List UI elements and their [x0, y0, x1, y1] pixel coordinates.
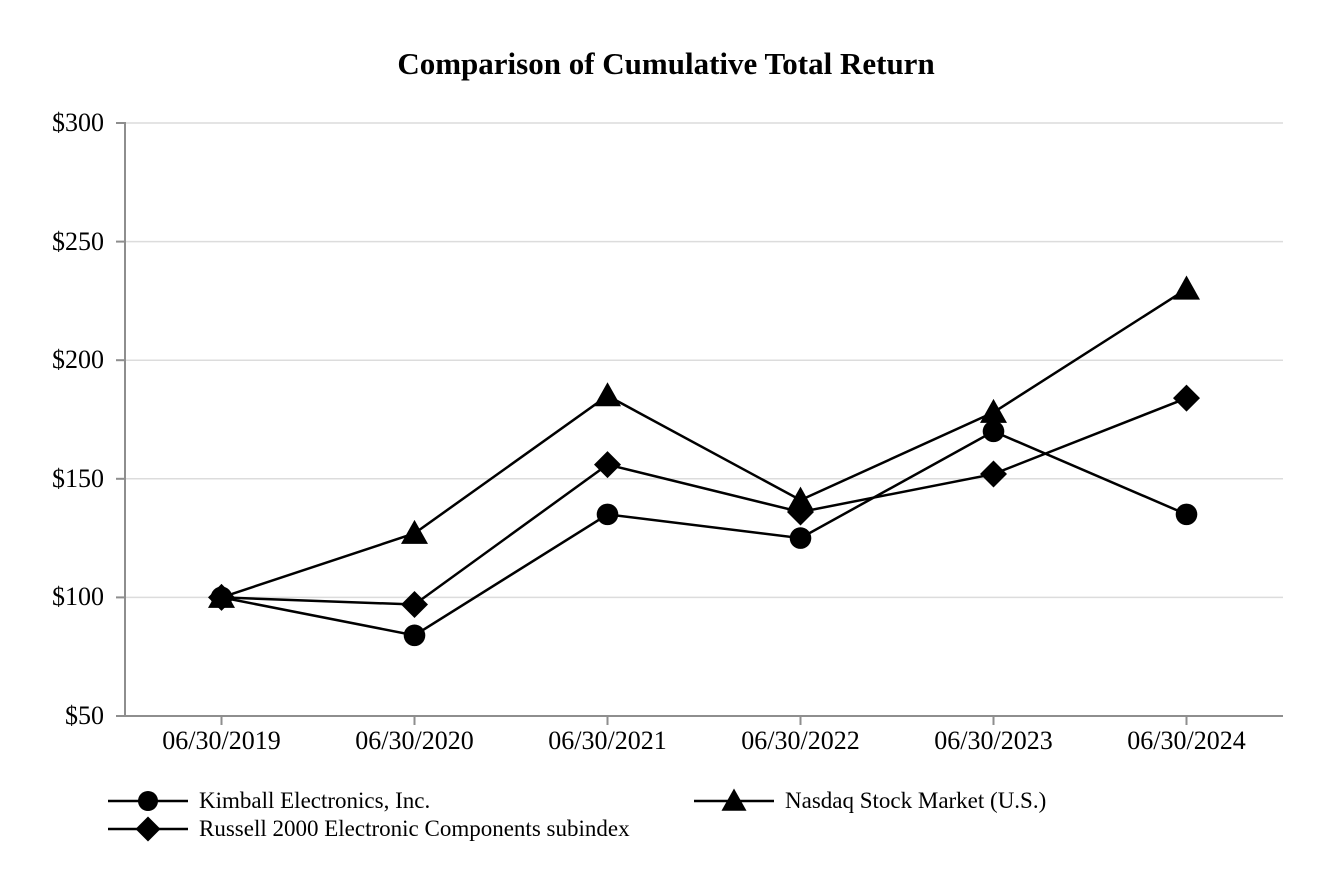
- x-tick-label: 06/30/2023: [934, 726, 1053, 755]
- y-tick-label: $200: [52, 345, 104, 375]
- triangle-marker: [594, 382, 621, 407]
- series-line-0: [221, 429, 1187, 637]
- y-tick-label: $100: [52, 582, 104, 612]
- circle-marker: [982, 420, 1005, 443]
- legend-label-russell: Russell 2000 Electronic Components subin…: [199, 816, 630, 841]
- circle-marker: [1175, 503, 1198, 526]
- circle-marker: [596, 503, 619, 526]
- legend-item-nasdaq: Nasdaq Stock Market (U.S.): [694, 787, 1046, 815]
- x-tick-label: 06/30/2020: [355, 726, 474, 755]
- circle-marker-icon: [108, 791, 188, 811]
- legend-item-russell: Russell 2000 Electronic Components subin…: [108, 815, 630, 843]
- legend-item-kimball: Kimball Electronics, Inc.: [108, 787, 430, 815]
- y-tick-label: $150: [52, 463, 104, 493]
- triangle-marker: [401, 519, 428, 544]
- circle-marker: [138, 791, 158, 811]
- diamond-marker: [1173, 384, 1200, 412]
- chart-title: Comparison of Cumulative Total Return: [397, 46, 935, 81]
- diamond-marker: [135, 816, 161, 842]
- triangle-marker: [1173, 275, 1200, 300]
- diamond-marker: [594, 451, 621, 479]
- x-tick-label: 06/30/2019: [162, 726, 281, 755]
- legend-label-kimball: Kimball Electronics, Inc.: [199, 788, 431, 813]
- diamond-marker-icon: [108, 816, 188, 842]
- y-tick-label: $250: [52, 226, 104, 256]
- legend-label-nasdaq: Nasdaq Stock Market (U.S.): [785, 788, 1047, 813]
- series-line-2: [221, 396, 1187, 606]
- x-tick-label: 06/30/2022: [741, 726, 860, 755]
- diamond-marker: [401, 591, 428, 619]
- triangle-marker: [721, 788, 747, 811]
- circle-marker: [403, 624, 426, 647]
- series-line-1: [221, 287, 1188, 599]
- x-tick-label: 06/30/2021: [548, 726, 667, 755]
- triangle-marker-icon: [694, 788, 774, 811]
- y-tick-label: $50: [65, 701, 104, 730]
- x-tick-label: 06/30/2024: [1127, 726, 1246, 755]
- circle-marker: [789, 527, 812, 549]
- diamond-marker: [980, 460, 1007, 488]
- triangle-marker: [980, 398, 1007, 423]
- diamond-marker: [208, 583, 235, 611]
- y-tick-label: $300: [52, 108, 104, 137]
- diamond-marker: [787, 498, 814, 526]
